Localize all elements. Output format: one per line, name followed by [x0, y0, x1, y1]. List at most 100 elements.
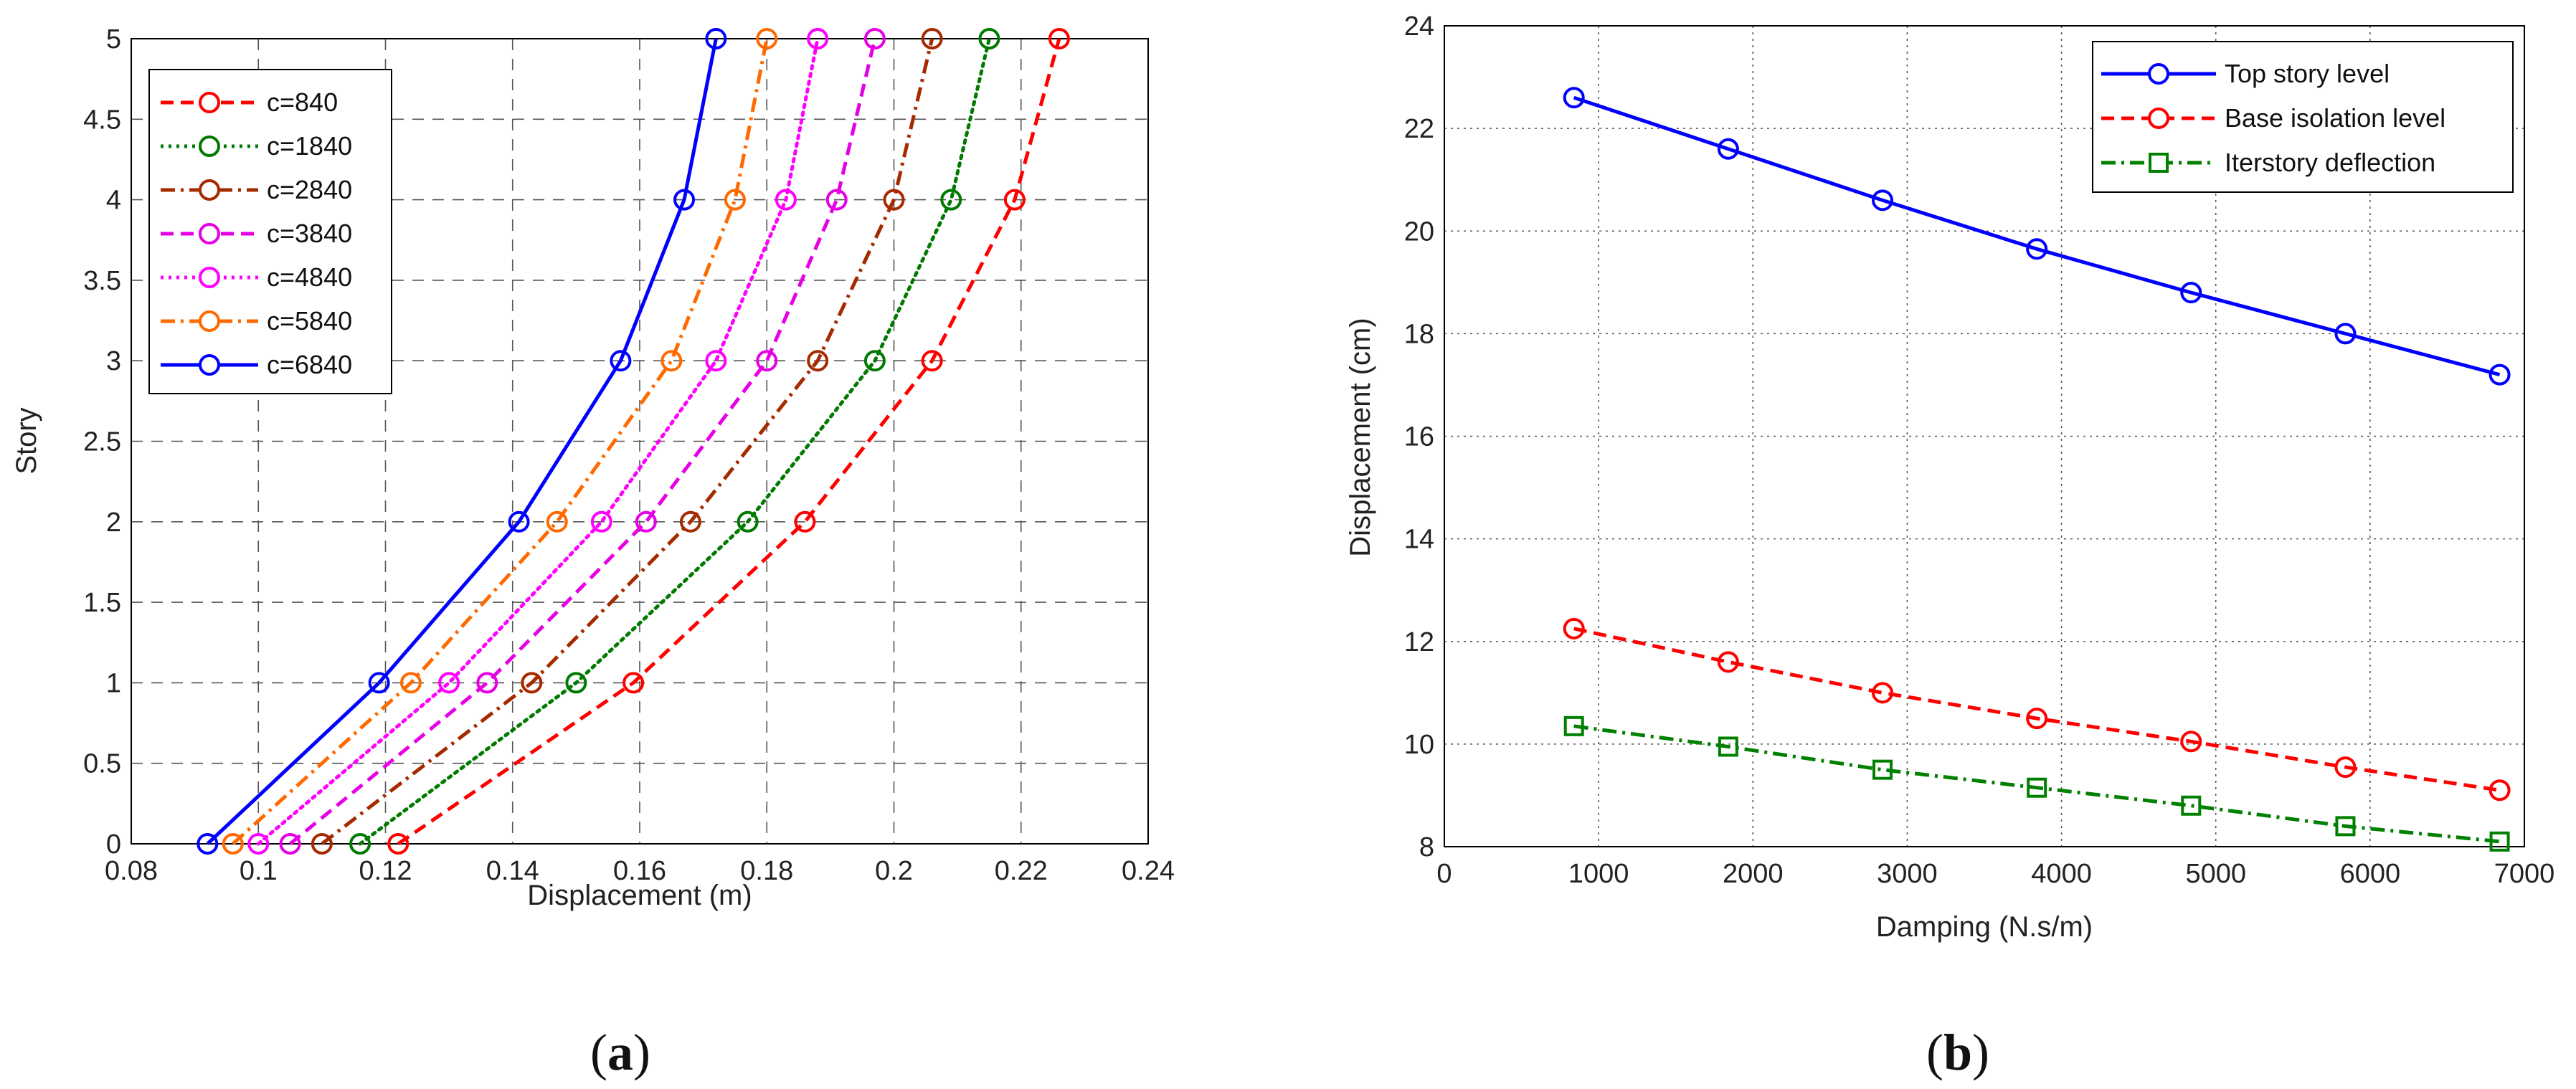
legend-marker [199, 92, 220, 113]
legend-label: c=840 [267, 87, 338, 117]
x-tick-label: 7000 [2494, 859, 2555, 889]
series-line [256, 37, 820, 846]
data-point-marker [1872, 682, 1894, 704]
data-point-marker [1717, 651, 1739, 673]
data-point-marker [247, 833, 270, 855]
series-line [321, 38, 934, 845]
y-tick-label: 10 [1404, 730, 1434, 760]
data-point-marker [2335, 816, 2356, 837]
data-point-marker [279, 833, 301, 855]
data-point-marker [368, 672, 390, 694]
series-iterstory-deflection [1563, 715, 2510, 852]
data-point-marker [1872, 759, 1893, 780]
legend-entry-iterstory-deflection: Iterstory deflection [2101, 148, 2435, 177]
legend-box-a [148, 69, 392, 394]
legend-marker [2148, 63, 2169, 85]
data-point-marker [921, 28, 943, 49]
y-axis-label-b: Displacement (cm) [1345, 318, 1376, 556]
y-tick-label: 1 [106, 668, 121, 698]
data-point-marker [565, 672, 587, 694]
data-point-marker [1563, 617, 1585, 639]
y-tick-labels-a: 0 0.5 1 1.5 2 2.5 3 3.5 4 4.5 5 [83, 24, 121, 860]
data-point-marker [508, 510, 530, 533]
legend-label: c=1840 [267, 131, 352, 161]
data-point-marker [978, 28, 1000, 49]
series-c-840 [387, 28, 1070, 855]
series-top-story-level [1563, 87, 2511, 386]
data-point-marker [1003, 189, 1026, 211]
data-point-marker [2180, 282, 2202, 304]
data-point-marker [825, 189, 848, 211]
data-point-marker [2026, 708, 2048, 730]
legend-label: c=4840 [267, 262, 352, 292]
legend-entry-c-2840: c=2840 [161, 175, 352, 204]
y-tick-label: 0.5 [83, 749, 121, 779]
series-c-4840 [247, 28, 829, 855]
series-line [358, 37, 991, 846]
x-axis-label-a: Displacement (m) [527, 880, 752, 911]
data-point-marker [2181, 795, 2202, 816]
x-tick-label: 0.18 [740, 856, 793, 886]
legend-entry-c-1840: c=1840 [161, 131, 352, 161]
x-tick-label: 1000 [1568, 859, 1629, 889]
series-c-1840 [349, 28, 1000, 855]
x-tick-label: 0 [1436, 859, 1452, 889]
data-point-marker [863, 350, 886, 372]
legend-marker [199, 179, 220, 201]
x-tick-label: 3000 [1877, 859, 1938, 889]
data-point-marker [775, 189, 797, 211]
legend-entry-top-story-level: Top story level [2101, 59, 2390, 88]
x-tick-label: 6000 [2340, 859, 2401, 889]
series-line [397, 38, 1061, 846]
series-line [232, 38, 769, 845]
y-tick-label: 22 [1404, 114, 1434, 144]
chart-panel-b: 0 1000 2000 3000 4000 5000 6000 7000 8 10 12 14 16 1… [1345, 11, 2554, 1081]
data-point-marker [1872, 189, 1894, 211]
caption-a: (a) [590, 1024, 650, 1081]
data-point-marker [724, 189, 746, 211]
legend-label: Top story level [2225, 59, 2390, 88]
data-point-marker [921, 350, 943, 372]
data-point-marker [940, 189, 962, 211]
y-tick-label: 20 [1404, 217, 1434, 247]
data-point-marker [2334, 756, 2357, 779]
series-base-isolation-level [1563, 617, 2511, 802]
data-point-marker [807, 28, 829, 49]
data-point-marker [2489, 363, 2511, 386]
x-tick-label: 0.16 [613, 856, 666, 886]
data-point-marker [399, 672, 422, 694]
x-tick-label: 0.12 [359, 856, 412, 886]
x-axis-label-b: Damping (N.s/m) [1876, 911, 2093, 943]
x-tick-label: 0.1 [240, 856, 278, 886]
legend-a: c=840 c=1840 c=2840 c=3840 c=4840 c=5840 c=684… [148, 69, 392, 394]
legend-label: Base isolation level [2225, 103, 2445, 133]
data-point-marker [673, 189, 696, 211]
y-tick-label: 3 [106, 346, 121, 376]
legend-entry-c-5840: c=5840 [161, 306, 352, 336]
y-tick-label: 4.5 [83, 105, 121, 135]
data-point-marker [546, 510, 568, 533]
y-tick-label: 16 [1404, 422, 1434, 452]
legend-entry-c-4840: c=4840 [161, 262, 352, 292]
chart-panel-a: 0.08 0.1 0.12 0.14 0.16 0.18 0.2 0.22 0.24 0 0.5 1… [11, 24, 1175, 1081]
data-point-marker [387, 833, 409, 855]
series-line [1573, 627, 2500, 792]
y-tick-labels-b: 8 10 12 14 16 18 20 22 24 [1404, 11, 1434, 862]
x-tick-label: 0.14 [486, 856, 539, 886]
series-c-6840 [196, 28, 727, 855]
y-tick-label: 1.5 [83, 588, 121, 618]
legend-entry-base-isolation-level: Base isolation level [2101, 103, 2445, 133]
series-c-2840 [311, 28, 943, 855]
legend-label: c=5840 [267, 306, 352, 336]
legend-label: Iterstory deflection [2225, 148, 2435, 177]
legend-entry-c-840: c=840 [161, 87, 338, 117]
data-point-marker [311, 833, 333, 855]
series-line [1573, 724, 2500, 844]
data-point-marker [2334, 323, 2357, 345]
data-point-marker [1718, 736, 1738, 757]
data-point-marker [2489, 779, 2511, 802]
y-tick-label: 2 [106, 508, 121, 538]
y-tick-label: 5 [106, 24, 121, 54]
data-point-marker [222, 833, 244, 855]
